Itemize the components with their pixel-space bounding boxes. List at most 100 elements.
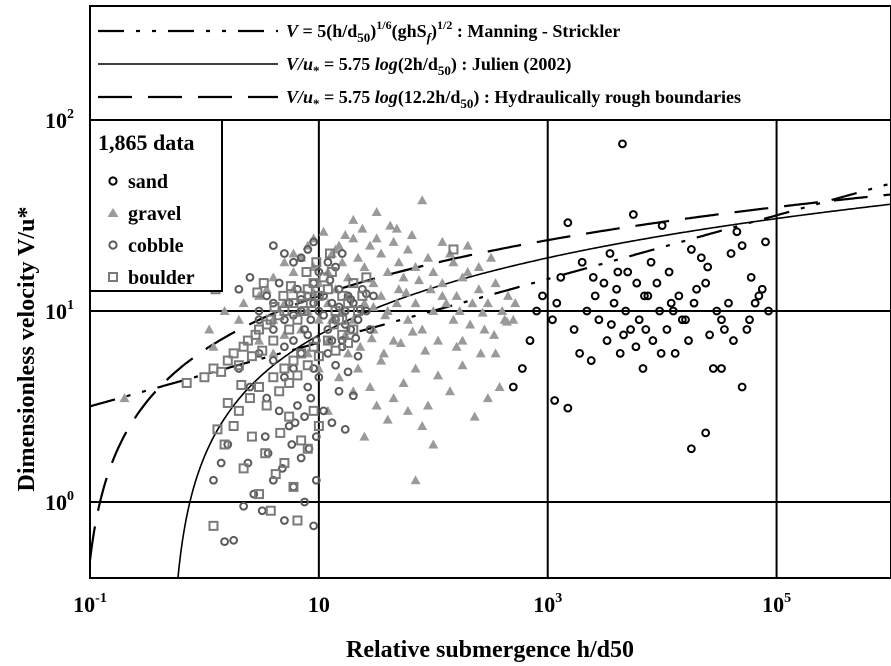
boulder-point xyxy=(270,469,281,480)
cobble-point xyxy=(314,306,324,316)
sand-point xyxy=(569,325,579,334)
gravel-point xyxy=(410,261,421,271)
gravel-point xyxy=(428,439,439,449)
curve-layer xyxy=(90,182,891,578)
cobble-point xyxy=(327,418,337,428)
gravel-point xyxy=(371,233,382,243)
gravel-point xyxy=(357,223,368,233)
legend-boulder-label: boulder xyxy=(128,267,195,289)
data-legend: 1,865 data sand gravel cobble boulder xyxy=(89,119,223,292)
sand-point xyxy=(626,325,635,334)
sand-point xyxy=(640,291,649,301)
cobble-point xyxy=(277,463,287,473)
gravel-point xyxy=(261,284,272,294)
boulder-point xyxy=(222,355,233,366)
legend-rough-text: V/u* = 5.75 log(12.2h/d50) : Hydraulical… xyxy=(286,87,741,111)
sand-point xyxy=(599,278,609,288)
sand-point xyxy=(631,342,641,352)
boulder-point xyxy=(353,305,364,316)
x-tick-label: 103 xyxy=(533,591,562,617)
boulder-point xyxy=(318,272,329,283)
gravel-point xyxy=(348,214,359,224)
gravel-point xyxy=(337,257,348,267)
boulder-point xyxy=(357,290,368,301)
sand-point xyxy=(641,325,651,334)
cobble-point xyxy=(355,304,365,314)
sand-point xyxy=(761,237,770,247)
gravel-point xyxy=(475,348,486,358)
cobble-point xyxy=(239,501,249,511)
boulder-point xyxy=(252,287,263,298)
sand-point xyxy=(594,315,604,325)
sand-point xyxy=(612,284,622,294)
gravel-point xyxy=(371,400,382,410)
sand-point xyxy=(632,278,642,288)
boulder-point xyxy=(284,411,295,422)
sand-point xyxy=(664,267,674,277)
boulder-point xyxy=(233,360,244,371)
sand-point xyxy=(609,298,619,308)
boulder-point xyxy=(288,298,299,309)
gravel-point xyxy=(388,335,399,345)
cobble-point xyxy=(369,291,378,301)
cobble-point xyxy=(303,245,313,254)
sand-point xyxy=(652,278,662,288)
gravel-point xyxy=(490,348,501,358)
gravel-point xyxy=(437,278,448,288)
boulder-point xyxy=(296,348,307,359)
cobble-point xyxy=(311,336,321,345)
boulder-point xyxy=(246,431,257,442)
gravel-point xyxy=(479,324,490,334)
cobble-point xyxy=(260,432,270,441)
sand-point xyxy=(724,298,733,308)
gravel-point xyxy=(254,290,265,300)
sand-point xyxy=(719,325,729,334)
cobble-point xyxy=(274,278,284,288)
gravel-point xyxy=(388,393,399,403)
cobble-point xyxy=(314,372,324,382)
sand-point xyxy=(670,348,680,358)
gravel-point xyxy=(238,298,249,308)
gravel-point xyxy=(393,257,404,267)
gravel-point xyxy=(454,305,465,315)
gravel-point xyxy=(385,220,396,230)
gravel-point xyxy=(410,475,421,485)
gravel-point xyxy=(473,261,484,271)
boulder-point xyxy=(228,348,239,359)
boulder-point xyxy=(238,463,249,474)
boulder-point xyxy=(212,424,223,435)
boulder-point xyxy=(254,489,265,500)
gravel-point xyxy=(465,319,476,329)
gravel-point xyxy=(233,314,244,324)
boulder-point xyxy=(292,515,303,526)
gravel-point xyxy=(368,278,379,288)
gravel-point xyxy=(425,284,436,294)
gravel-point xyxy=(355,341,366,351)
sand-point xyxy=(757,284,767,294)
y-tick-label: 100 xyxy=(45,489,74,515)
boulder-point xyxy=(260,448,271,459)
cobble-point xyxy=(289,482,298,492)
sand-point xyxy=(646,257,656,267)
boulder-point xyxy=(322,335,333,346)
cobble-point xyxy=(229,535,239,545)
sand-point xyxy=(712,306,722,316)
gravel-point xyxy=(473,284,484,294)
sand-point xyxy=(563,218,573,228)
sand-point xyxy=(746,272,756,282)
cobble-point xyxy=(280,342,289,352)
cobble-point xyxy=(263,448,273,458)
legend-manning-text: V = 5(h/d50)1/6(ghSf)1/2 : Manning - Str… xyxy=(286,18,620,45)
boulder-point xyxy=(244,393,255,404)
cobble-point xyxy=(365,325,375,334)
boulder-point xyxy=(268,335,279,346)
gravel-point xyxy=(219,305,230,315)
boulder-point xyxy=(326,267,337,278)
x-tick-label: 10 xyxy=(308,592,330,617)
boulder-point xyxy=(324,248,335,259)
boulder-point xyxy=(228,420,239,431)
boulder-point xyxy=(278,290,289,301)
boulder-point xyxy=(292,314,303,325)
sand-point xyxy=(656,348,666,358)
